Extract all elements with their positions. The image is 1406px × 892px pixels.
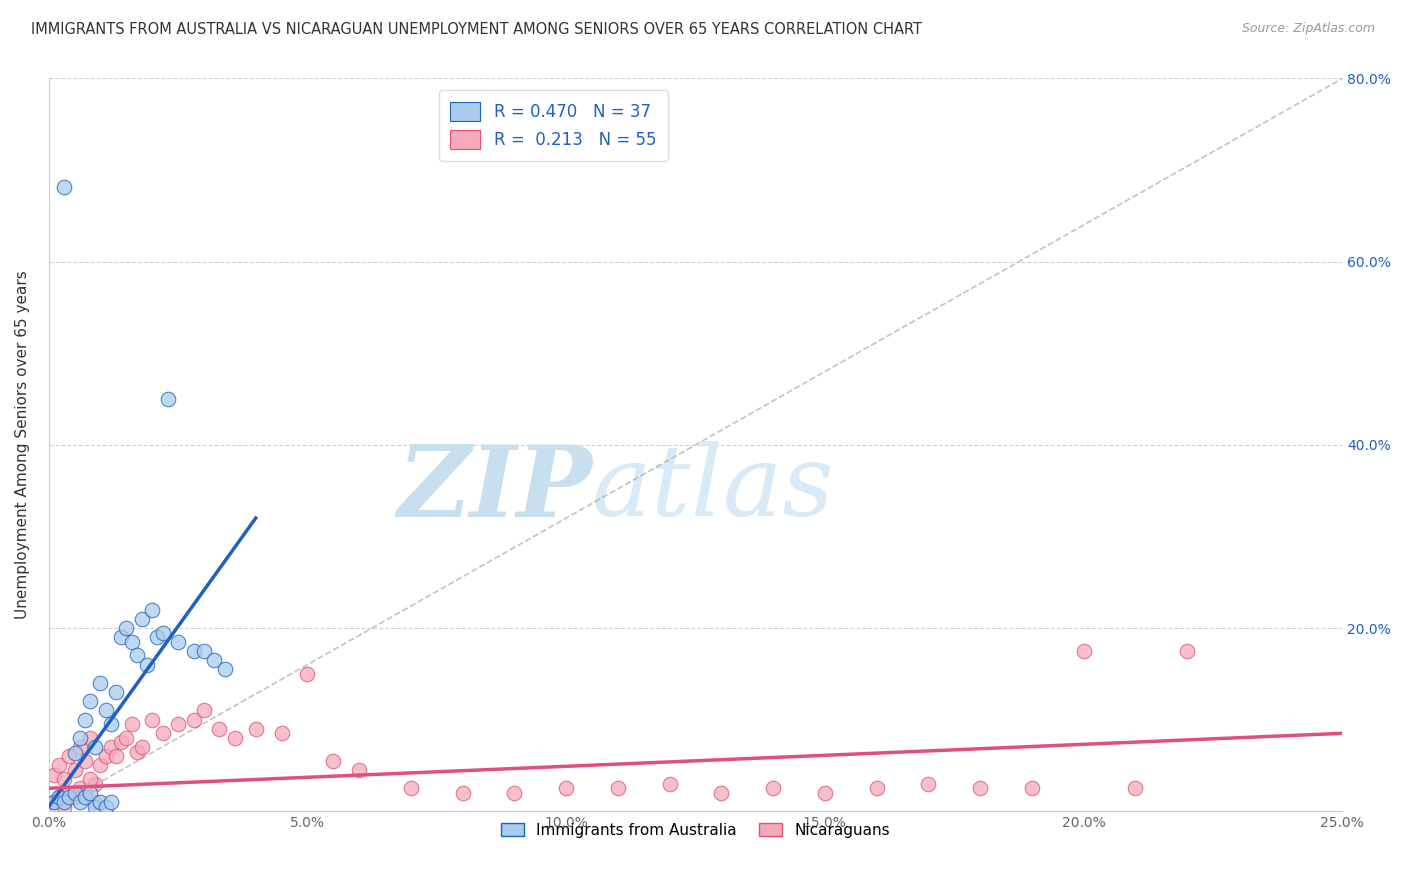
Point xyxy=(146,630,169,644)
Point xyxy=(53,772,76,786)
Text: ZIP: ZIP xyxy=(396,441,592,537)
Y-axis label: Unemployment Among Seniors over 65 years: Unemployment Among Seniors over 65 years xyxy=(15,270,30,619)
Point xyxy=(110,735,132,749)
Point xyxy=(42,795,65,809)
Point xyxy=(79,786,101,800)
Point xyxy=(89,795,111,809)
Point xyxy=(347,763,370,777)
Point xyxy=(115,621,138,635)
Point xyxy=(42,767,65,781)
Point xyxy=(451,786,474,800)
Point xyxy=(399,781,422,796)
Point xyxy=(814,786,837,800)
Point xyxy=(224,731,246,745)
Point xyxy=(245,722,267,736)
Point xyxy=(503,786,526,800)
Point xyxy=(115,731,138,745)
Point xyxy=(322,754,344,768)
Point xyxy=(63,763,86,777)
Point xyxy=(167,634,190,648)
Point xyxy=(208,722,231,736)
Point xyxy=(63,747,86,761)
Point xyxy=(152,726,174,740)
Text: Source: ZipAtlas.com: Source: ZipAtlas.com xyxy=(1241,22,1375,36)
Point xyxy=(865,781,887,796)
Point xyxy=(152,625,174,640)
Point xyxy=(100,740,122,755)
Point xyxy=(110,630,132,644)
Point xyxy=(270,726,292,740)
Point xyxy=(84,740,107,755)
Point xyxy=(762,781,785,796)
Point xyxy=(131,740,153,755)
Point xyxy=(84,799,107,814)
Point xyxy=(53,799,76,814)
Point xyxy=(1175,644,1198,658)
Point xyxy=(73,786,96,800)
Point xyxy=(69,781,91,796)
Point xyxy=(73,754,96,768)
Point xyxy=(214,662,236,676)
Point xyxy=(105,685,128,699)
Point xyxy=(73,713,96,727)
Point xyxy=(183,644,205,658)
Point xyxy=(917,777,939,791)
Point xyxy=(48,758,70,772)
Point xyxy=(1123,781,1146,796)
Point xyxy=(658,777,681,791)
Point xyxy=(141,713,163,727)
Point xyxy=(69,795,91,809)
Point xyxy=(105,749,128,764)
Text: IMMIGRANTS FROM AUSTRALIA VS NICARAGUAN UNEMPLOYMENT AMONG SENIORS OVER 65 YEARS: IMMIGRANTS FROM AUSTRALIA VS NICARAGUAN … xyxy=(31,22,922,37)
Point xyxy=(183,713,205,727)
Point xyxy=(84,795,107,809)
Point xyxy=(94,749,117,764)
Point xyxy=(125,745,148,759)
Point xyxy=(555,781,578,796)
Point xyxy=(89,676,111,690)
Point xyxy=(100,795,122,809)
Point xyxy=(1021,781,1043,796)
Point xyxy=(1073,644,1095,658)
Legend: Immigrants from Australia, Nicaraguans: Immigrants from Australia, Nicaraguans xyxy=(495,816,897,844)
Point xyxy=(79,772,101,786)
Point xyxy=(94,703,117,717)
Point xyxy=(53,795,76,809)
Point xyxy=(69,731,91,745)
Text: atlas: atlas xyxy=(592,442,835,536)
Point xyxy=(63,790,86,805)
Point xyxy=(167,717,190,731)
Point xyxy=(89,758,111,772)
Point xyxy=(969,781,991,796)
Point xyxy=(202,653,225,667)
Point xyxy=(58,786,80,800)
Point xyxy=(94,799,117,814)
Point xyxy=(710,786,733,800)
Point xyxy=(121,634,143,648)
Point xyxy=(141,603,163,617)
Point xyxy=(69,740,91,755)
Point xyxy=(121,717,143,731)
Point xyxy=(53,179,76,194)
Point xyxy=(63,786,86,800)
Point xyxy=(79,694,101,708)
Point xyxy=(79,731,101,745)
Point xyxy=(58,790,80,805)
Point xyxy=(48,790,70,805)
Point xyxy=(125,648,148,663)
Point xyxy=(100,717,122,731)
Point xyxy=(131,612,153,626)
Point xyxy=(156,392,179,406)
Point xyxy=(136,657,159,672)
Point xyxy=(84,777,107,791)
Point xyxy=(73,790,96,805)
Point xyxy=(606,781,628,796)
Point xyxy=(58,749,80,764)
Point xyxy=(297,666,319,681)
Point xyxy=(193,703,215,717)
Point xyxy=(48,790,70,805)
Point xyxy=(42,795,65,809)
Point xyxy=(193,644,215,658)
